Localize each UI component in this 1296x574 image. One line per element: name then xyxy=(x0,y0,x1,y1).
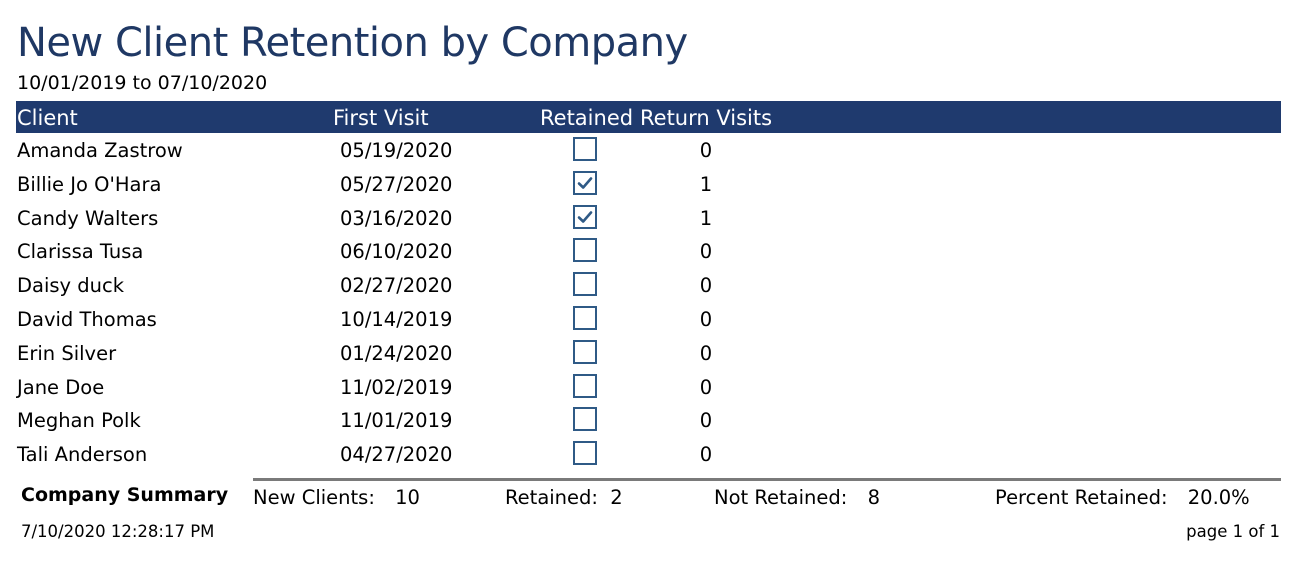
first-visit-date: 10/14/2019 xyxy=(340,308,453,331)
column-header-return-visits: Return Visits xyxy=(640,106,773,130)
retained-checkbox xyxy=(573,238,597,263)
retained-cell xyxy=(573,170,597,195)
retained-checkbox xyxy=(573,137,597,161)
report-title: New Client Retention by Company xyxy=(17,20,688,66)
client-name: Amanda Zastrow xyxy=(17,139,183,162)
first-visit-date: 01/24/2020 xyxy=(340,341,453,365)
client-name: Candy Walters xyxy=(17,206,159,230)
retained-cell xyxy=(573,373,597,398)
retained-checkbox xyxy=(573,407,597,432)
summary-not-retained: Not Retained: 8 xyxy=(714,485,880,511)
summary-percent-value: 20.0% xyxy=(1187,486,1250,509)
summary-not-retained-value: 8 xyxy=(867,486,880,509)
retained-cell xyxy=(573,441,597,466)
return-visits-count: 0 xyxy=(699,274,713,298)
column-header-client: Client xyxy=(17,106,78,130)
retained-checkbox xyxy=(573,272,597,297)
retained-checkbox xyxy=(573,204,597,229)
retained-cell xyxy=(573,204,597,229)
table-row: Candy Walters 03/16/2020 1 xyxy=(0,202,1296,236)
return-visits-count: 1 xyxy=(699,172,713,196)
retained-checkbox xyxy=(573,339,597,364)
return-visits-count: 0 xyxy=(699,409,713,433)
first-visit-date: 11/02/2019 xyxy=(340,375,453,399)
summary-retained-value: 2 xyxy=(610,486,623,509)
retained-cell xyxy=(573,137,597,161)
client-name: Billie Jo O'Hara xyxy=(17,172,162,196)
summary-new-clients-label: New Clients: xyxy=(253,486,375,509)
column-header-first-visit: First Visit xyxy=(333,106,429,130)
table-row: Amanda Zastrow 05/19/2020 0 xyxy=(0,134,1296,168)
table-header xyxy=(16,101,1281,133)
first-visit-date: 03/16/2020 xyxy=(340,206,453,230)
client-name: Clarissa Tusa xyxy=(17,240,144,264)
client-name: Jane Doe xyxy=(17,375,105,399)
checkmark-icon xyxy=(577,210,593,223)
return-visits-count: 0 xyxy=(699,375,713,399)
retained-checkbox xyxy=(573,441,597,466)
retained-cell xyxy=(573,272,597,297)
date-range: 10/01/2019 to 07/10/2020 xyxy=(17,72,268,94)
first-visit-date: 02/27/2020 xyxy=(340,274,453,298)
table-row: Jane Doe 11/02/2019 0 xyxy=(0,371,1296,405)
retained-cell xyxy=(573,339,597,364)
first-visit-date: 05/19/2020 xyxy=(340,139,453,162)
table-row: Daisy duck 02/27/2020 0 xyxy=(0,269,1296,303)
summary-percent-label: Percent Retained: xyxy=(995,486,1168,509)
retained-checkbox xyxy=(573,170,597,195)
table-row: Billie Jo O'Hara 05/27/2020 1 xyxy=(0,168,1296,202)
summary-new-clients-value: 10 xyxy=(395,486,420,509)
checkmark-icon xyxy=(577,176,593,189)
table-row: Meghan Polk 11/01/2019 0 xyxy=(0,404,1296,438)
page-number: page 1 of 1 xyxy=(1186,522,1280,541)
column-header-retained: Retained xyxy=(540,106,634,130)
retained-checkbox xyxy=(573,306,597,330)
client-name: Erin Silver xyxy=(17,341,117,365)
client-name: David Thomas xyxy=(17,308,157,331)
summary-not-retained-label: Not Retained: xyxy=(714,486,848,509)
first-visit-date: 04/27/2020 xyxy=(340,443,453,467)
client-name: Tali Anderson xyxy=(17,443,148,467)
first-visit-date: 05/27/2020 xyxy=(340,172,453,196)
summary-divider xyxy=(253,478,1281,481)
return-visits-count: 0 xyxy=(699,139,713,162)
table-row: Erin Silver 01/24/2020 0 xyxy=(0,337,1296,371)
summary-new-clients: New Clients: 10 xyxy=(253,485,420,511)
summary-retained-label: Retained: xyxy=(505,486,598,509)
return-visits-count: 0 xyxy=(699,240,713,264)
table-row: David Thomas 10/14/2019 0 xyxy=(0,303,1296,337)
return-visits-count: 1 xyxy=(699,206,713,230)
table-row: Tali Anderson 04/27/2020 0 xyxy=(0,438,1296,472)
return-visits-count: 0 xyxy=(699,443,713,467)
return-visits-count: 0 xyxy=(699,308,713,331)
client-name: Daisy duck xyxy=(17,274,125,298)
client-name: Meghan Polk xyxy=(17,409,141,433)
retained-cell xyxy=(573,306,597,330)
retained-checkbox xyxy=(573,373,597,398)
retained-cell xyxy=(573,407,597,432)
retained-cell xyxy=(573,238,597,263)
company-summary-label: Company Summary xyxy=(21,484,229,506)
summary-retained: Retained: 2 xyxy=(505,485,623,511)
first-visit-date: 06/10/2020 xyxy=(340,240,453,264)
summary-percent-retained: Percent Retained: 20.0% xyxy=(995,485,1250,511)
first-visit-date: 11/01/2019 xyxy=(340,409,453,433)
table-row: Clarissa Tusa 06/10/2020 0 xyxy=(0,235,1296,269)
return-visits-count: 0 xyxy=(699,341,713,365)
report-timestamp: 7/10/2020 12:28:17 PM xyxy=(21,522,215,541)
